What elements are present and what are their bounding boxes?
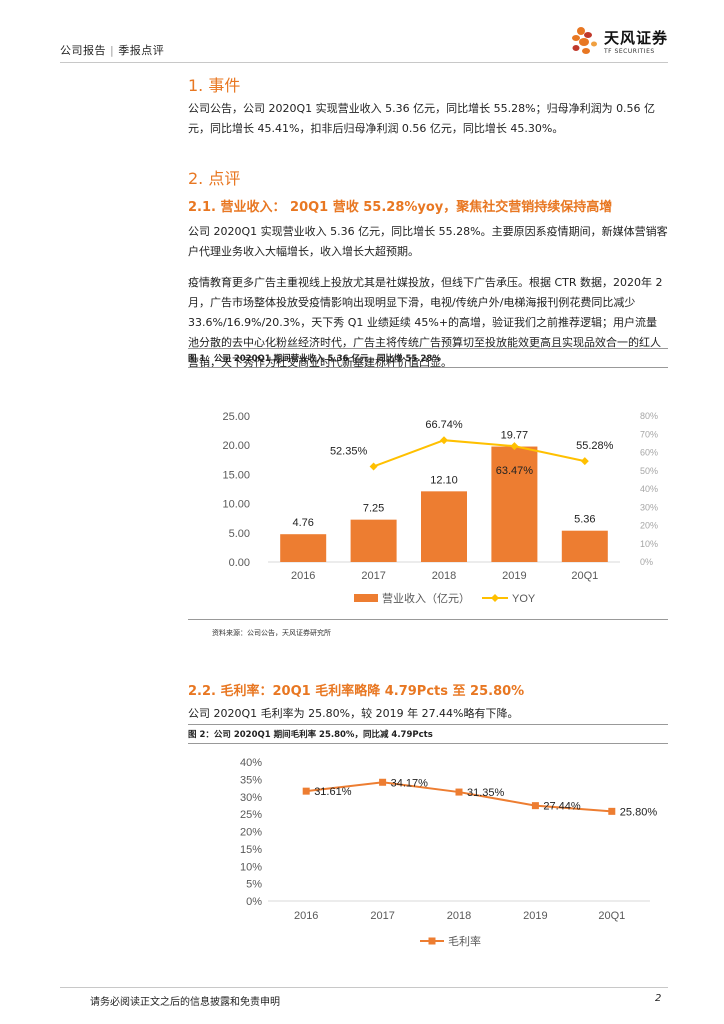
y2-tick-label: 70% (640, 429, 658, 439)
figure1-source: 资料来源：公司公告，天风证券研究所 (212, 629, 331, 637)
legend-line-marker (428, 937, 436, 945)
bar-value-label: 19.77 (501, 430, 529, 442)
x-tick-label: 20Q1 (571, 570, 598, 582)
legend-line-marker (491, 594, 499, 602)
y2-tick-label: 60% (640, 448, 658, 458)
section-event-title: 1. 事件 (188, 76, 241, 95)
x-tick-label: 2019 (502, 570, 526, 582)
bar-value-label: 12.10 (430, 474, 458, 486)
y2-tick-label: 80% (640, 411, 658, 421)
footer-divider (60, 987, 668, 988)
x-tick-label: 2018 (447, 910, 471, 922)
y-tick-label: 25.00 (222, 411, 250, 423)
figure2-title: 图 2：公司 2020Q1 期间毛利率 25.80%，同比减 4.79Pcts (188, 724, 668, 744)
x-tick-label: 20Q1 (598, 910, 625, 922)
y2-tick-label: 40% (640, 484, 658, 494)
y-tick-label: 25% (240, 809, 262, 821)
yoy-point (369, 462, 378, 471)
y-tick-label: 15.00 (222, 469, 250, 481)
margin-value-label: 31.61% (314, 786, 352, 798)
x-tick-label: 2017 (361, 570, 385, 582)
bar-value-label: 7.25 (363, 503, 384, 515)
y-tick-label: 0% (246, 896, 262, 908)
report-header: 公司报告 | 季报点评 (60, 44, 165, 57)
revenue-chart: 0.00 5.00 10.00 15.00 20.00 25.00 0% 10% 20% 30% 4… (222, 411, 658, 605)
x-tick-label: 2016 (294, 910, 318, 922)
subsection-revenue-title: 2.1. 营业收入： 20Q1 营收 55.28%yoy，聚焦社交营销持续保持高… (188, 200, 613, 215)
legend-line-label: YOY (512, 593, 536, 605)
legend-bar-swatch (354, 594, 378, 602)
yoy-value-label: 52.35% (330, 445, 368, 457)
footer-disclaimer: 请务必阅读正文之后的信息披露和免责申明 (90, 997, 280, 1008)
revenue-bar (491, 446, 538, 562)
legend-bar-label: 营业收入（亿元） (382, 591, 470, 605)
yoy-value-label: 55.28% (576, 440, 614, 452)
x-tick-label: 2016 (291, 570, 315, 582)
legend-line-label: 毛利率 (448, 934, 481, 948)
margin-paragraph: 公司 2020Q1 毛利率为 25.80%，较 2019 年 27.44%略有下… (188, 707, 519, 720)
subsection-margin-title: 2.2. 毛利率：20Q1 毛利率略降 4.79Pcts 至 25.80% (188, 684, 525, 699)
revenue-bar (280, 534, 327, 562)
yoy-line (373, 439, 586, 468)
revenue-bar (350, 519, 397, 562)
yoy-point (510, 442, 519, 451)
margin-point (608, 807, 616, 815)
y2-tick-label: 20% (640, 521, 658, 531)
margin-value-label: 25.80% (620, 806, 658, 818)
bar-value-label: 4.76 (292, 517, 313, 529)
margin-point (302, 787, 310, 795)
bar-value-label: 5.36 (574, 514, 595, 526)
yoy-point (580, 457, 589, 466)
y-tick-label: 30% (240, 792, 262, 804)
report-subcategory: 季报点评 (118, 44, 165, 57)
y-tick-label: 20.00 (222, 440, 250, 452)
page-number: 2 (655, 993, 662, 1004)
revenue-paragraph-1: 公司 2020Q1 实现营业收入 5.36 亿元，同比增长 55.28%。主要原… (188, 225, 668, 258)
margin-point (379, 778, 387, 786)
y-tick-label: 15% (240, 844, 262, 856)
yoy-value-label: 66.74% (425, 419, 463, 431)
y-tick-label: 0.00 (229, 557, 250, 569)
header-divider (60, 62, 668, 63)
x-tick-label: 2018 (432, 570, 456, 582)
y-tick-label: 5.00 (229, 528, 250, 540)
y-tick-label: 20% (240, 827, 262, 839)
y2-tick-label: 50% (640, 466, 658, 476)
revenue-bar (561, 530, 608, 562)
section-event-body: 公司公告，公司 2020Q1 实现营业收入 5.36 亿元，同比增长 55.28… (188, 102, 656, 135)
y-tick-label: 10.00 (222, 499, 250, 511)
section-review-title: 2. 点评 (188, 169, 241, 188)
margin-value-label: 31.35% (467, 787, 505, 799)
y-tick-label: 40% (240, 757, 262, 769)
y2-tick-label: 10% (640, 539, 658, 549)
margin-value-label: 34.17% (391, 777, 429, 789)
figure1-title: 图 1：公司 2020Q1 期间营业收入 5.36 亿元，同比增 55.28% (188, 348, 668, 368)
y2-tick-label: 0% (640, 557, 653, 567)
report-category: 公司报告 (60, 44, 106, 57)
x-tick-label: 2019 (523, 910, 547, 922)
margin-value-label: 27.44% (543, 801, 581, 813)
logo-text: 天风证券 (604, 29, 669, 47)
revenue-paragraph-2: 疫情教育更多广告主重视线上投放尤其是社媒投放，但线下广告承压。根据 CTR 数据… (188, 276, 663, 369)
tf-logo-icon (572, 27, 597, 54)
margin-point (531, 802, 539, 810)
yoy-value-label: 63.47% (496, 465, 534, 477)
y-tick-label: 35% (240, 774, 262, 786)
y-tick-label: 10% (240, 861, 262, 873)
x-tick-label: 2017 (370, 910, 394, 922)
yoy-point (440, 436, 448, 445)
figure1-bottom-rule (188, 619, 668, 620)
y-tick-label: 5% (246, 879, 262, 891)
logo-subtext: TF SECURITIES (604, 48, 655, 55)
revenue-bar (421, 491, 467, 562)
margin-chart: 0% 5% 10% 15% 20% 25% 30% 35% 40% 31.61% 2016 34.17… (240, 757, 658, 948)
y2-tick-label: 30% (640, 502, 658, 512)
margin-point (455, 788, 463, 796)
